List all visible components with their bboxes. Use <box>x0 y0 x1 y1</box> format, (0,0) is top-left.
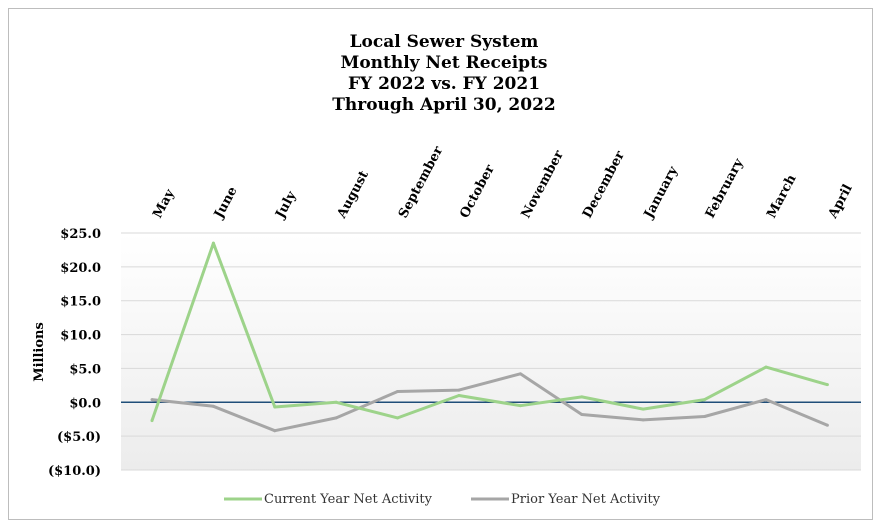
data-point <box>825 383 829 387</box>
data-point <box>273 429 277 433</box>
y-tick-label: $25.0 <box>60 227 101 242</box>
data-point <box>150 419 154 423</box>
data-point <box>457 394 461 398</box>
data-point <box>641 418 645 422</box>
data-point <box>518 404 522 408</box>
category-label: October <box>457 162 498 220</box>
gridlines <box>121 232 861 471</box>
data-point <box>211 404 215 408</box>
data-point <box>396 389 400 393</box>
legend-label: Current Year Net Activity <box>264 492 433 507</box>
y-tick-label: $15.0 <box>60 295 101 310</box>
data-point <box>764 365 768 369</box>
legend: Current Year Net Activity Prior Year Net … <box>224 492 661 507</box>
category-label: March <box>764 172 800 221</box>
chart-title-line-1: Local Sewer System <box>350 32 539 52</box>
series-lines <box>150 241 829 433</box>
y-tick-label: $20.0 <box>60 261 101 276</box>
y-axis-ticks: $25.0 $20.0 $15.0 $10.0 $5.0 $0.0 ($5.0) ($10.0… <box>48 227 101 479</box>
data-point <box>764 398 768 402</box>
category-label: January <box>641 164 681 222</box>
data-point <box>396 416 400 420</box>
series-line-2 <box>151 372 828 433</box>
y-tick-label: ($10.0) <box>48 464 101 479</box>
data-point <box>334 416 338 420</box>
legend-label: Prior Year Net Activity <box>511 492 661 507</box>
chart-title-line-4: Through April 30, 2022 <box>332 95 556 115</box>
category-label: November <box>519 148 567 221</box>
chart-svg: Local Sewer System Monthly Net Receipts … <box>32 32 861 507</box>
chart-title: Local Sewer System Monthly Net Receipts … <box>332 32 556 115</box>
data-point <box>641 407 645 411</box>
data-point <box>211 241 215 245</box>
data-point <box>703 415 707 419</box>
category-label: February <box>703 156 747 221</box>
category-label: June <box>211 184 240 221</box>
y-axis-title: Millions <box>32 322 47 382</box>
chart-title-line-2: Monthly Net Receipts <box>341 53 548 73</box>
category-label: May <box>150 187 178 221</box>
data-point <box>825 423 829 427</box>
category-label: April <box>825 182 856 222</box>
y-tick-label: $5.0 <box>69 362 101 377</box>
data-point <box>518 372 522 376</box>
category-labels: May June July August September October Novembe… <box>150 144 856 222</box>
chart-title-line-3: FY 2022 vs. FY 2021 <box>348 74 540 94</box>
category-label: July <box>273 189 300 222</box>
chart-frame: Local Sewer System Monthly Net Receipts … <box>8 8 873 520</box>
y-tick-label: $0.0 <box>69 396 101 411</box>
data-point <box>273 405 277 409</box>
data-point <box>150 398 154 402</box>
series-line-1 <box>150 241 828 422</box>
y-tick-label: $10.0 <box>60 329 101 344</box>
category-label: September <box>396 144 446 221</box>
data-point <box>580 395 584 399</box>
plot-area <box>121 233 861 470</box>
category-label: August <box>334 168 372 221</box>
data-point <box>334 400 338 404</box>
category-label: December <box>580 149 628 221</box>
data-point <box>703 398 707 402</box>
y-tick-label: ($5.0) <box>57 430 101 445</box>
data-point <box>457 388 461 392</box>
data-point <box>580 412 584 416</box>
